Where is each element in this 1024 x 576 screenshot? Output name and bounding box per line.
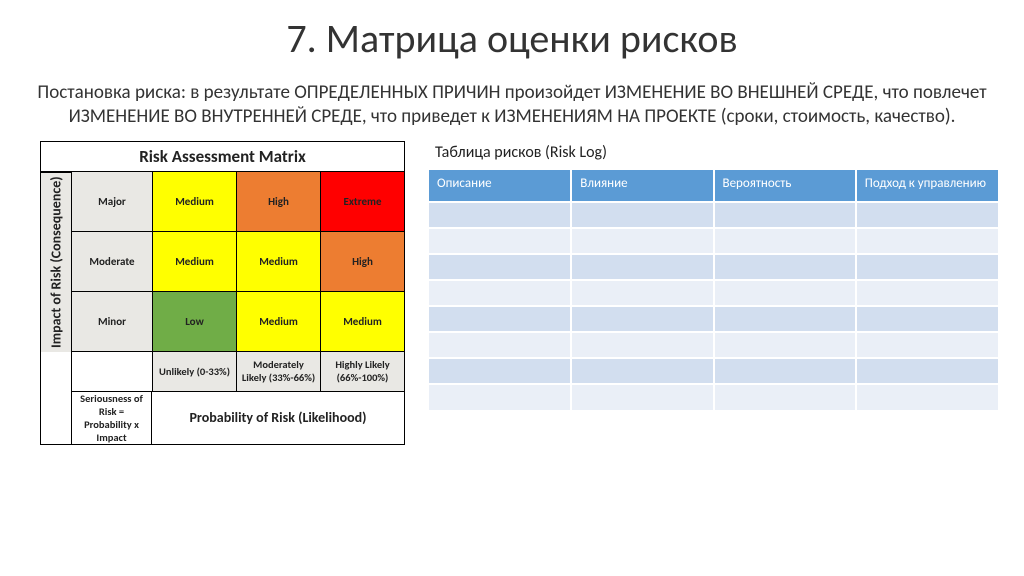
subtitle-text: Постановка риска: в результате ОПРЕДЕЛЕН… <box>0 71 1024 135</box>
y-axis-label: Impact of Risk (Consequence) <box>41 172 71 352</box>
x-axis-label: Probability of Risk (Likelihood) <box>152 392 404 444</box>
risk-cell: Medium <box>152 232 236 292</box>
table-row <box>429 228 998 254</box>
table-row <box>429 358 998 384</box>
matrix-row: Moderate Medium Medium High <box>72 232 404 292</box>
matrix-row: Minor Low Medium Medium <box>72 292 404 352</box>
y-axis-spacer <box>41 352 71 444</box>
content-row: Risk Assessment Matrix Impact of Risk (C… <box>0 135 1024 445</box>
y-axis: Impact of Risk (Consequence) <box>41 172 72 444</box>
table-row <box>429 202 998 228</box>
x-axis-corner <box>72 352 152 392</box>
risk-log-title: Таблица рисков (Risk Log) <box>429 143 998 170</box>
risk-cell: Medium <box>320 292 404 352</box>
footnote-left: Seriousness of Risk = Probability x Impa… <box>72 392 152 444</box>
matrix-header: Risk Assessment Matrix <box>41 142 404 172</box>
col-label: Highly Likely (66%-100%) <box>320 352 404 392</box>
slide: 7. Матрица оценки рисков Постановка риск… <box>0 0 1024 576</box>
risk-cell: Low <box>152 292 236 352</box>
x-axis-header-row: Unlikely (0-33%) Moderately Likely (33%-… <box>72 352 404 392</box>
row-label-moderate: Moderate <box>72 232 152 292</box>
col-header: Подход к управлению <box>856 170 998 202</box>
risk-cell: Medium <box>236 232 320 292</box>
col-label: Moderately Likely (33%-66%) <box>236 352 320 392</box>
risk-cell: High <box>320 232 404 292</box>
row-label-major: Major <box>72 172 152 232</box>
risk-log: Таблица рисков (Risk Log) Описание Влиян… <box>429 141 998 410</box>
col-label: Unlikely (0-33%) <box>152 352 236 392</box>
risk-cell: Medium <box>152 172 236 232</box>
row-label-minor: Minor <box>72 292 152 352</box>
table-row <box>429 306 998 332</box>
table-header-row: Описание Влияние Вероятность Подход к уп… <box>429 170 998 202</box>
risk-cell: Medium <box>236 292 320 352</box>
risk-cell: Extreme <box>320 172 404 232</box>
table-row <box>429 280 998 306</box>
matrix-grid-container: Major Medium High Extreme Moderate Mediu… <box>72 172 404 444</box>
risk-log-body <box>429 202 998 410</box>
table-row <box>429 254 998 280</box>
col-header: Описание <box>429 170 571 202</box>
page-title: 7. Матрица оценки рисков <box>0 0 1024 71</box>
risk-cell: High <box>236 172 320 232</box>
matrix-row: Major Medium High Extreme <box>72 172 404 232</box>
col-header: Вероятность <box>714 170 856 202</box>
risk-log-table: Описание Влияние Вероятность Подход к уп… <box>429 170 998 410</box>
col-header: Влияние <box>571 170 713 202</box>
table-row <box>429 384 998 410</box>
matrix-footer: Seriousness of Risk = Probability x Impa… <box>72 392 404 444</box>
table-row <box>429 332 998 358</box>
risk-matrix: Risk Assessment Matrix Impact of Risk (C… <box>40 141 405 445</box>
matrix-body: Impact of Risk (Consequence) Major Mediu… <box>41 172 404 444</box>
